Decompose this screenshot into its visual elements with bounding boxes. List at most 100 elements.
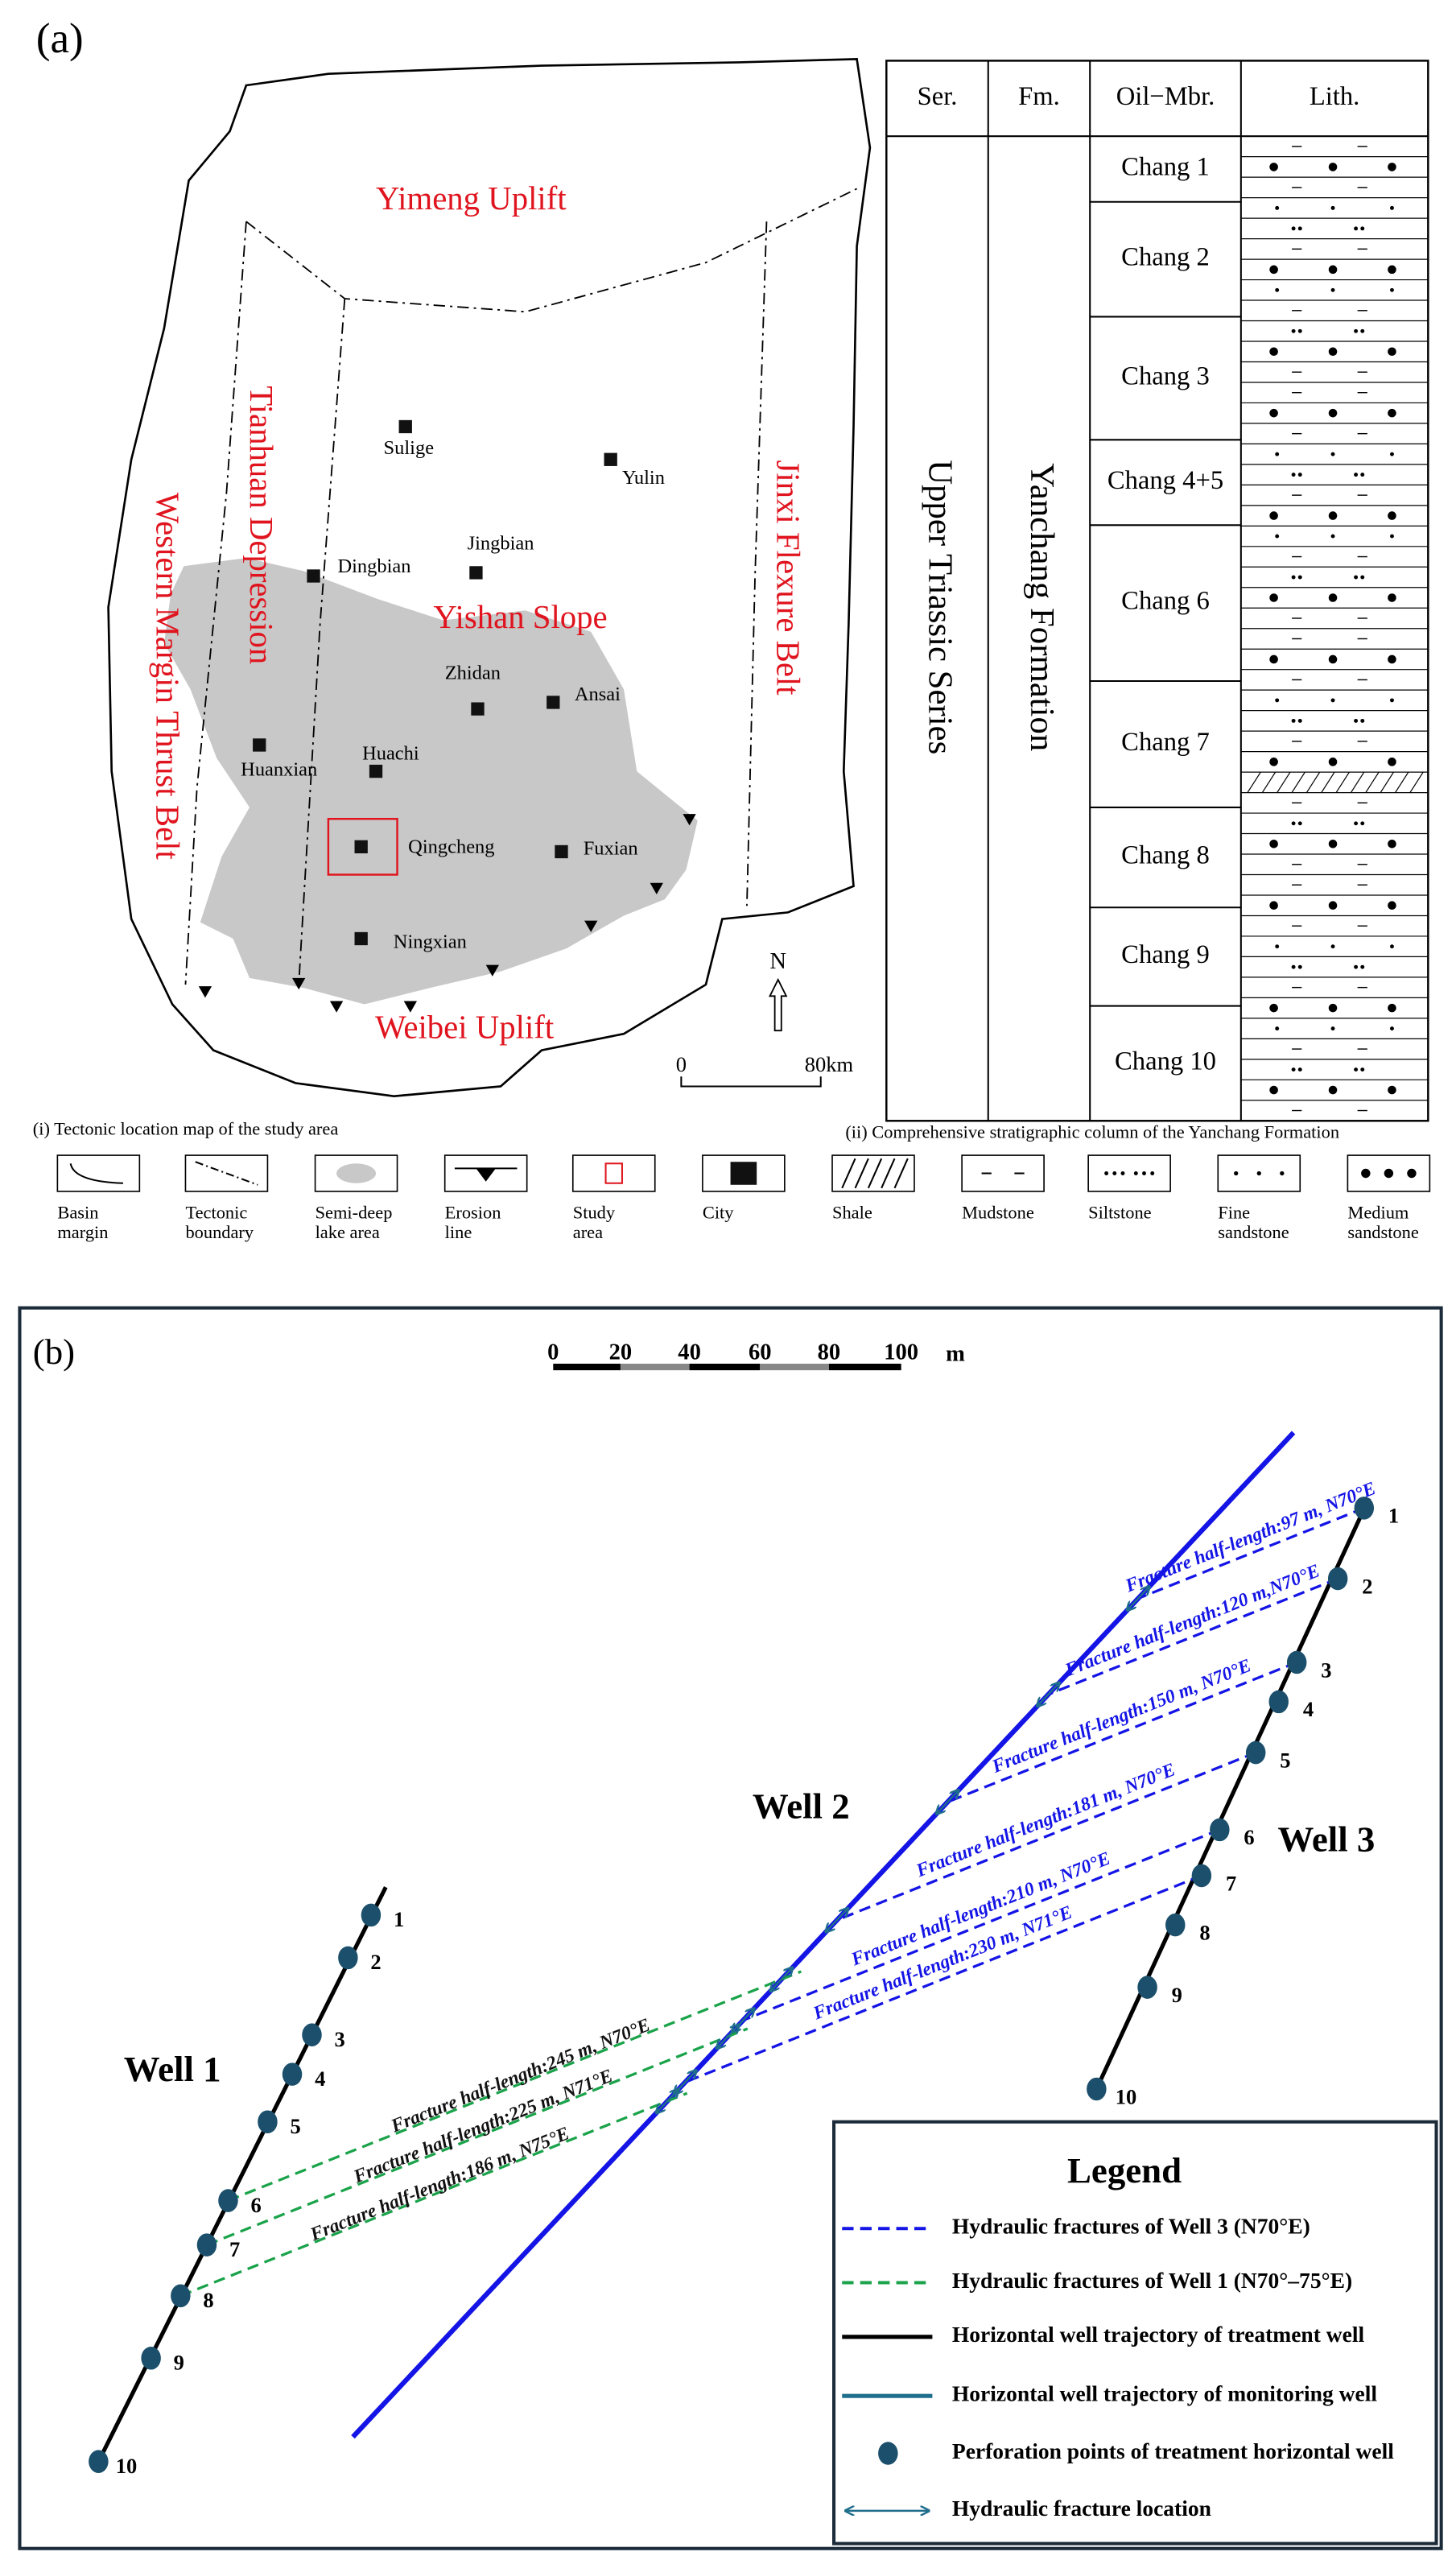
lith-hatch xyxy=(1409,771,1424,793)
city-label: Huanxian xyxy=(241,759,317,781)
legend-symbol xyxy=(1120,1171,1125,1175)
perforation-point xyxy=(1327,1567,1348,1591)
legend-label: Study xyxy=(573,1203,616,1223)
perforation-point xyxy=(361,1903,382,1927)
fracture-well-3 xyxy=(1047,1577,1338,1696)
lith-dot xyxy=(1291,328,1296,333)
lith-dot xyxy=(1330,698,1335,703)
lith-dot xyxy=(1354,328,1359,333)
north-arrow xyxy=(769,977,788,1032)
fracture-well-3 xyxy=(947,1661,1297,1803)
lith-dot xyxy=(1354,964,1359,969)
fracture-label: Fracture half-length:120 m,N70°E xyxy=(1062,1560,1323,1681)
lith-dot xyxy=(1291,1067,1296,1072)
lith-hatch xyxy=(1291,771,1305,793)
legend-symbol xyxy=(69,1162,123,1184)
perforation-point xyxy=(1286,1650,1307,1674)
legend-symbol xyxy=(1142,1171,1146,1175)
lith-dot xyxy=(1360,226,1365,231)
legend-label: line xyxy=(445,1222,472,1242)
fracture-well-1 xyxy=(227,1970,802,2203)
lith-dot xyxy=(1390,452,1394,456)
tectonic-boundary xyxy=(184,221,247,985)
erosion-tooth xyxy=(329,1001,344,1013)
fracture-well-1 xyxy=(206,2027,749,2247)
region-label: Weibei Uplift xyxy=(375,1010,555,1046)
legend-symbol xyxy=(1256,1171,1261,1176)
point-label: 8 xyxy=(1199,1920,1210,1944)
erosion-tooth xyxy=(485,964,499,977)
legend-frame xyxy=(832,2120,1438,2546)
perforation-point xyxy=(1210,1818,1230,1842)
fracture-well-3 xyxy=(742,1828,1220,2022)
city-label: Jingbian xyxy=(468,532,534,554)
lith-dot xyxy=(1269,593,1278,602)
scale-bar xyxy=(680,1076,822,1088)
perforation-point xyxy=(282,2062,303,2086)
region-label: Jinxi Flexure Belt xyxy=(769,460,806,696)
erosion-tooth xyxy=(650,882,663,894)
legend-symbol xyxy=(1150,1171,1155,1175)
lith-dot xyxy=(1360,718,1365,723)
erosion-tooth xyxy=(198,986,212,998)
legend-label: Mudstone xyxy=(962,1203,1034,1223)
lith-dot xyxy=(1269,654,1278,664)
city-label: Qingcheng xyxy=(408,836,494,857)
legend-symbol xyxy=(195,1161,258,1186)
caption: (i) Tectonic location map of the study a… xyxy=(33,1119,339,1139)
lith-dot xyxy=(1328,408,1338,418)
perforation-point xyxy=(218,2189,238,2212)
lith-dot xyxy=(1330,1026,1335,1031)
legend-label: sandstone xyxy=(1218,1222,1289,1242)
erosion-tooth xyxy=(584,920,598,932)
column-frame xyxy=(885,60,1429,1122)
lith-dot xyxy=(1275,534,1280,539)
city-label: Sulige xyxy=(384,437,435,459)
legend-label: boundary xyxy=(185,1222,254,1242)
tectonic-boundary xyxy=(746,221,768,906)
legend-label: City xyxy=(703,1203,734,1223)
point-label: 1 xyxy=(1388,1504,1399,1528)
fracture-label: Fracture half-length:181 m, N70°E xyxy=(913,1759,1178,1881)
legend-symbol xyxy=(1384,1168,1394,1179)
tectonic-boundary xyxy=(245,188,858,313)
lith-dot xyxy=(1388,839,1396,849)
lith-dot xyxy=(1269,163,1278,171)
city-marker xyxy=(369,764,383,778)
legend-symbol xyxy=(476,1168,496,1182)
city-marker xyxy=(354,931,368,946)
column-header: Lith. xyxy=(1310,82,1360,111)
point-label: 6 xyxy=(251,2193,262,2217)
legend-label: Perforation points of treatment horizont… xyxy=(952,2438,1394,2463)
lith-dot xyxy=(1269,408,1278,418)
legend-label: Horizontal well trajectory of monitoring… xyxy=(952,2380,1377,2405)
lith-dot xyxy=(1388,593,1396,602)
legend-box xyxy=(571,1154,656,1192)
lith-dot xyxy=(1328,1003,1338,1013)
lith-dot xyxy=(1328,163,1338,171)
panel-label: (a) xyxy=(36,15,84,62)
lith-hatch xyxy=(1305,771,1321,793)
perforation-point xyxy=(171,2284,191,2308)
lith-dot xyxy=(1360,964,1365,969)
scale-segment xyxy=(553,1363,621,1371)
lith-dot xyxy=(1388,408,1396,418)
city-marker xyxy=(354,840,368,853)
fracture-location xyxy=(656,2089,679,2113)
erosion-tooth xyxy=(292,977,306,990)
point-label: 10 xyxy=(116,2454,138,2478)
basin-margin xyxy=(107,58,872,1098)
point-label: 3 xyxy=(1321,1658,1331,1682)
lith-dot xyxy=(1360,1067,1365,1072)
region-label: Western Margin Thrust Belt xyxy=(150,493,186,861)
lith-dot xyxy=(1328,265,1338,275)
caption: (ii) Comprehensive stratigraphic column … xyxy=(845,1122,1339,1142)
city-label: Huachi xyxy=(362,742,419,764)
legend-label: sandstone xyxy=(1347,1222,1418,1242)
perforation-point xyxy=(338,1946,358,1970)
lith-dot xyxy=(1297,328,1302,333)
legend-title: Legend xyxy=(1067,2150,1182,2190)
lith-dot xyxy=(1390,1026,1394,1031)
lith-dot xyxy=(1388,1003,1396,1013)
